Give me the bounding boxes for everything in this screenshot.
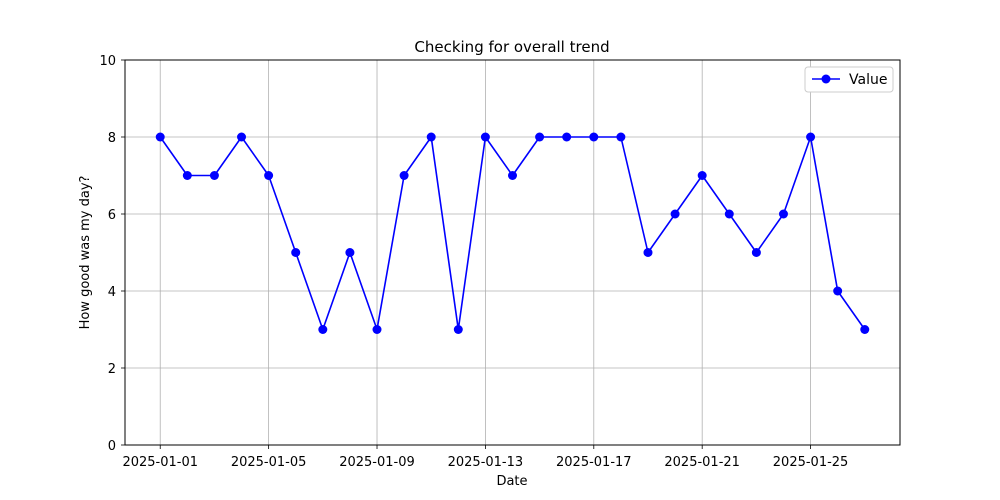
data-point-0-20	[697, 171, 707, 180]
data-point-0-25	[833, 286, 843, 296]
data-point-0-21	[724, 209, 734, 219]
y-tick-label-2: 4	[108, 285, 116, 300]
y-tick-label-3: 6	[108, 208, 116, 223]
y-tick-label-4: 8	[108, 131, 116, 146]
data-point-0-12	[480, 132, 490, 142]
data-point-0-23	[778, 209, 788, 219]
data-point-0-9	[399, 171, 409, 180]
x-tick-label-1: 2025-01-05	[231, 455, 307, 470]
data-point-0-0	[155, 132, 165, 142]
x-tick-label-5: 2025-01-21	[664, 455, 740, 470]
data-point-0-14	[535, 132, 545, 142]
x-tick-label-0: 2025-01-01	[122, 455, 198, 470]
y-tick-label-0: 0	[108, 439, 116, 454]
axis-ticks: 2025-01-01 2025-01-05 2025-01-09 2025-01-13…	[99, 54, 848, 470]
data-point-0-15	[562, 132, 572, 142]
data-point-0-17	[616, 132, 626, 142]
data-point-0-11	[453, 325, 463, 334]
data-point-0-5	[291, 248, 301, 257]
x-tick-label-2: 2025-01-09	[339, 455, 415, 470]
data-point-0-18	[643, 248, 653, 257]
series-layer	[155, 132, 870, 334]
chart-title: Checking for overall trend	[414, 38, 609, 56]
data-point-0-8	[372, 325, 382, 334]
y-tick-label-1: 2	[108, 362, 116, 377]
data-point-0-2	[209, 171, 219, 180]
data-point-0-1	[182, 171, 192, 180]
x-tick-label-4: 2025-01-17	[556, 455, 632, 470]
data-point-0-16	[589, 132, 599, 142]
x-tick-label-6: 2025-01-25	[773, 455, 849, 470]
y-axis-label: How good was my day?	[78, 176, 93, 330]
data-point-0-7	[345, 248, 355, 257]
data-point-0-19	[670, 209, 680, 219]
legend-entry-value: Value	[849, 72, 887, 88]
data-point-0-3	[237, 132, 247, 142]
data-point-0-4	[264, 171, 274, 180]
x-axis-label: Date	[496, 474, 527, 489]
x-tick-label-3: 2025-01-13	[448, 455, 524, 470]
data-point-0-13	[508, 171, 517, 180]
data-point-0-26	[860, 325, 870, 334]
legend-box	[804, 66, 894, 93]
data-point-0-10	[426, 132, 436, 142]
plot-area-frame	[124, 59, 901, 446]
data-point-0-6	[318, 325, 328, 334]
y-tick-label-5: 10	[99, 54, 116, 69]
legend: Value	[804, 66, 894, 93]
data-point-0-22	[751, 248, 761, 257]
data-point-0-24	[806, 132, 816, 142]
legend-marker-swatch	[821, 74, 831, 84]
